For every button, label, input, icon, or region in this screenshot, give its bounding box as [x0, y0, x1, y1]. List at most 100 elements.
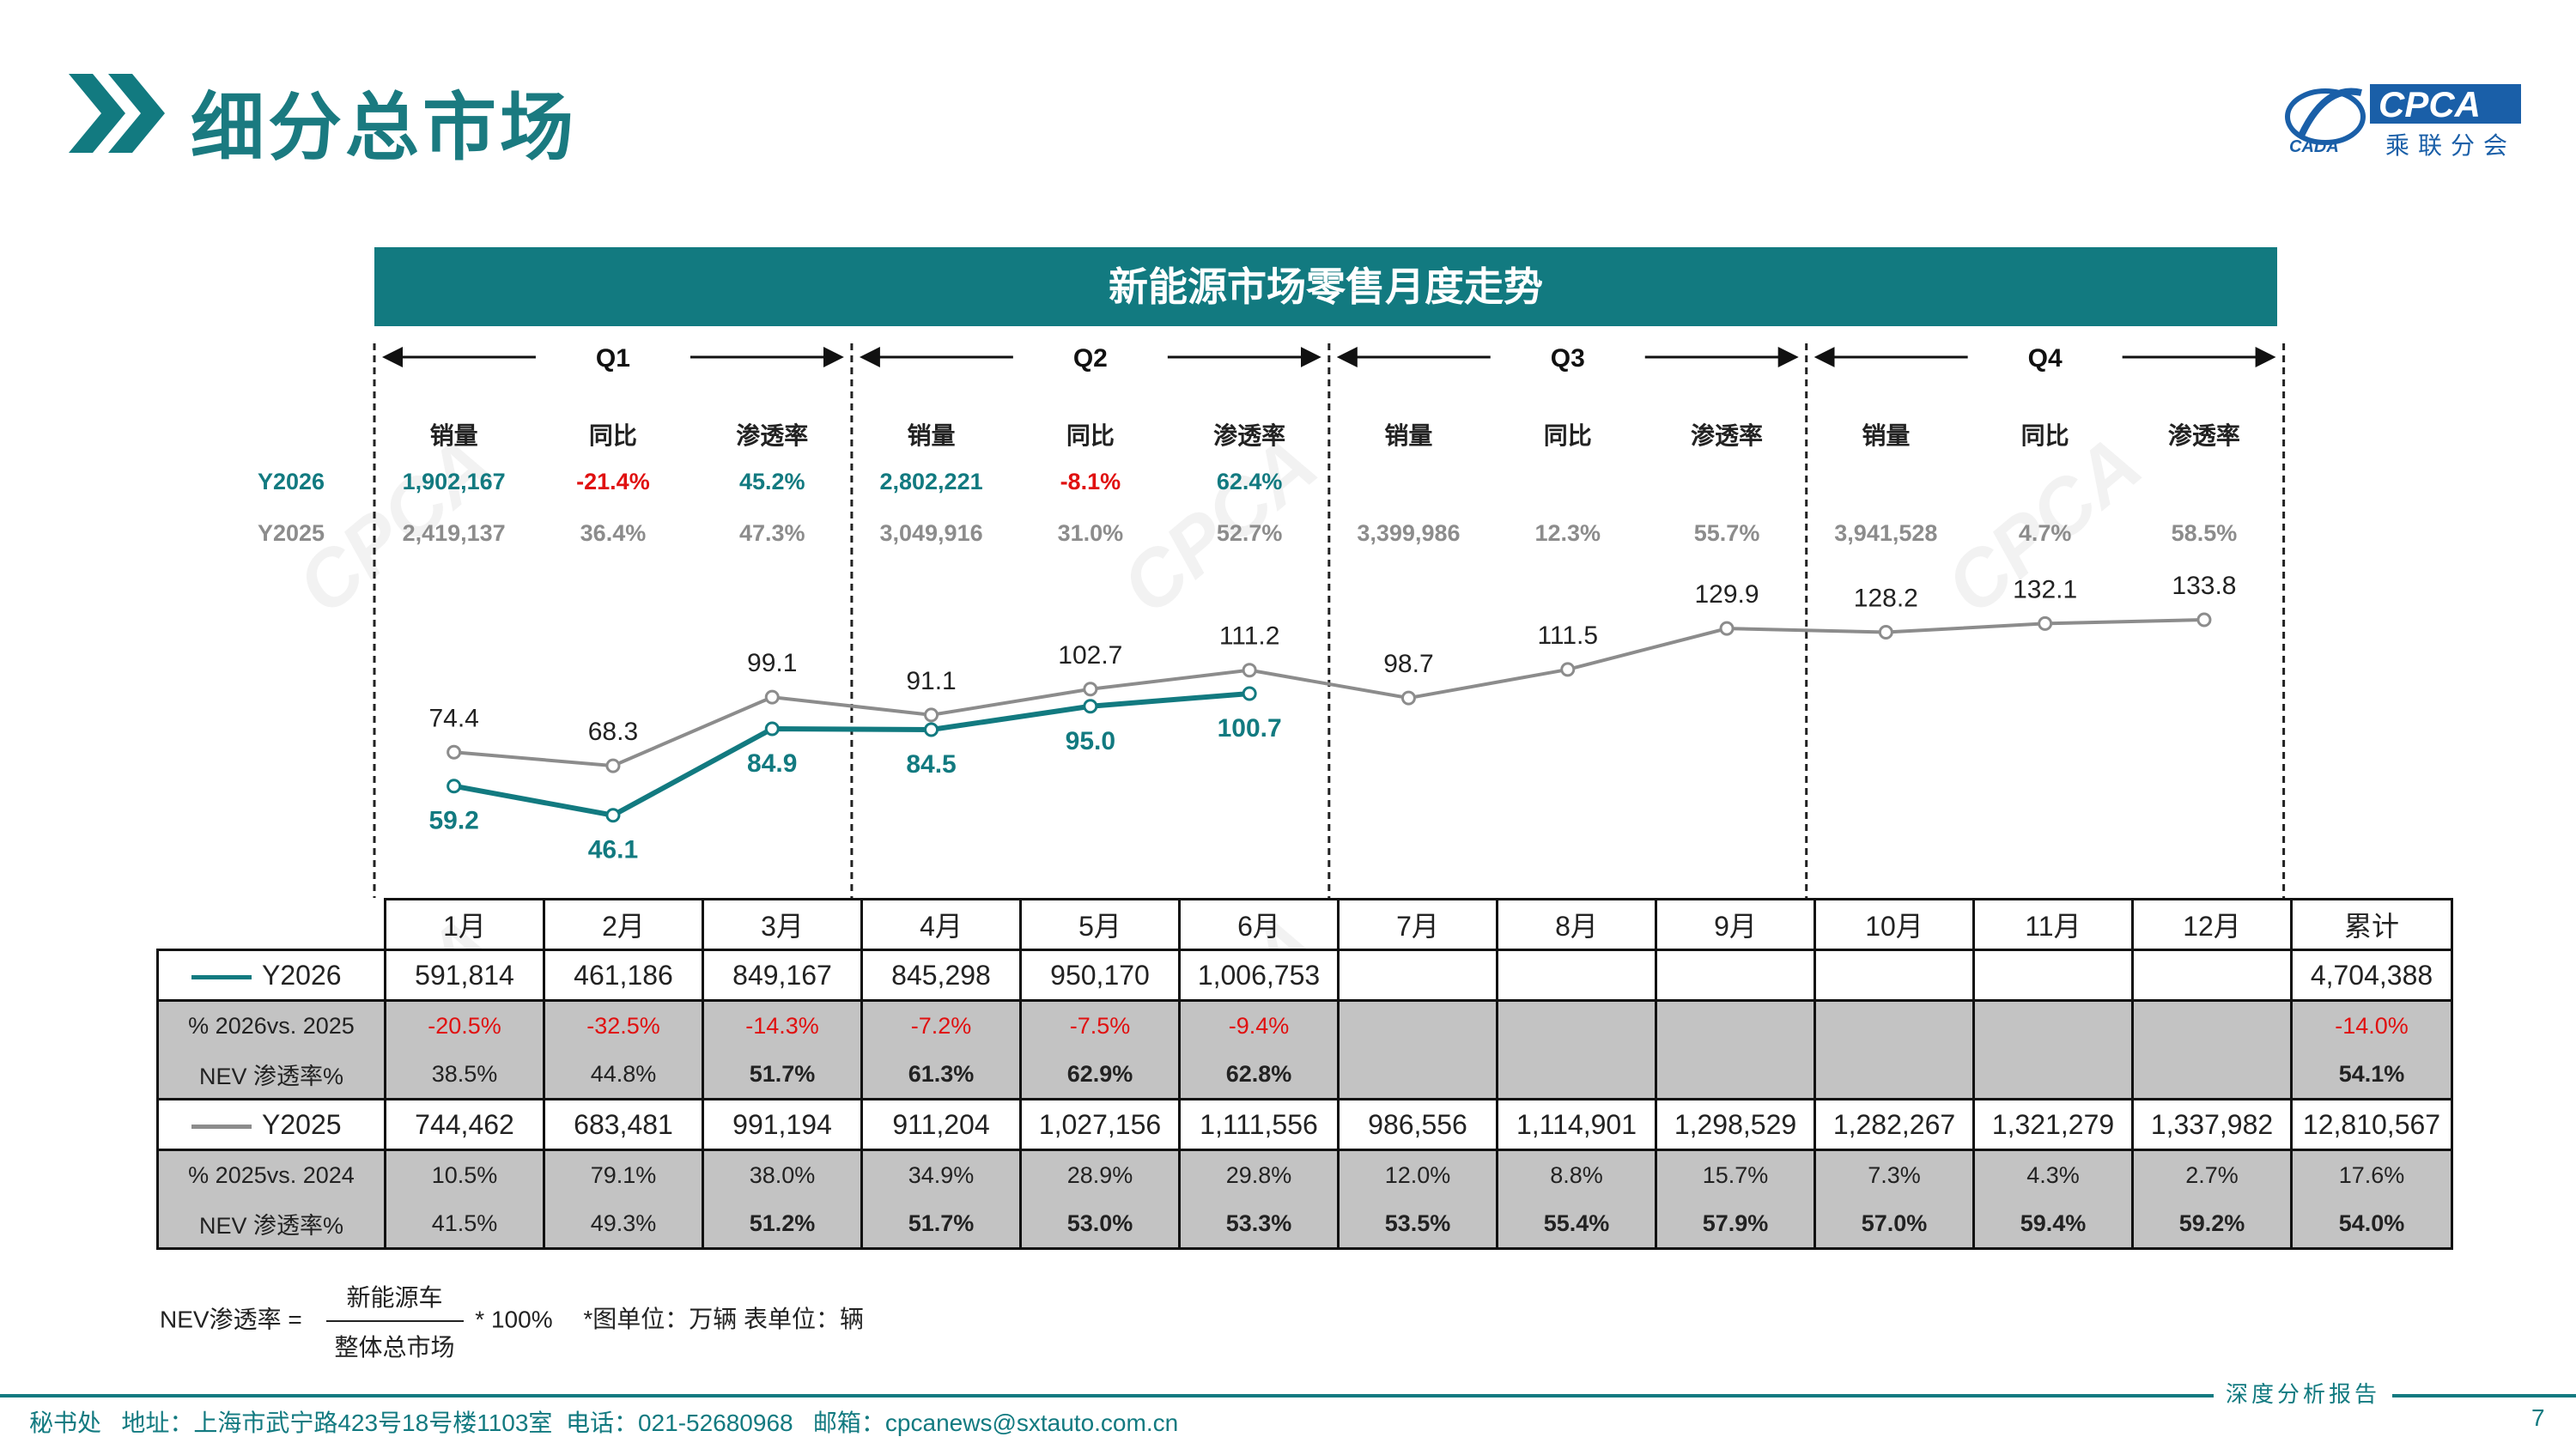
- legend-line-icon: [191, 974, 252, 979]
- table-cell: 12.0%: [1337, 1149, 1498, 1199]
- table-cell: 44.8%: [543, 1050, 704, 1100]
- quarter-label: Q1: [596, 344, 630, 373]
- summary-value: 3,941,528: [1834, 520, 1938, 546]
- table-cell: 991,194: [702, 1098, 863, 1151]
- logo-text: CPCA: [2379, 84, 2482, 124]
- table-row: NEV 渗透率% 38.5% 44.8% 51.7% 61.3% 62.9% 62.8% 54…: [156, 1050, 2453, 1100]
- table-header-cell: 7月: [1337, 898, 1498, 951]
- data-label: 111.5: [1537, 621, 1598, 650]
- table-cell: 2.7%: [2131, 1149, 2293, 1199]
- data-label: 133.8: [2172, 572, 2236, 600]
- quarter-col-header: 渗透率: [736, 422, 809, 449]
- table-cell: [1337, 1000, 1498, 1050]
- data-point: [447, 744, 462, 760]
- data-point: [447, 779, 462, 794]
- data-label: 111.2: [1219, 622, 1280, 651]
- summary-value: 31.0%: [1057, 520, 1124, 546]
- data-point: [605, 808, 621, 823]
- table-cell: 41.5%: [384, 1199, 545, 1250]
- table-row-label: NEV 渗透率%: [156, 1050, 386, 1100]
- table-row: Y2025 744,462 683,481 991,194 911,204 1,027,1…: [156, 1098, 2453, 1151]
- table-cell: [1655, 949, 1816, 1002]
- table-cell: 1,282,267: [1814, 1098, 1975, 1151]
- page-title: 细分总市场: [191, 87, 577, 169]
- row-label-text: Y2026: [262, 959, 342, 991]
- table-cell: -14.3%: [702, 1000, 863, 1050]
- table-cell: 1,006,753: [1178, 949, 1340, 1002]
- data-point: [2038, 615, 2053, 631]
- summary-value: 3,049,916: [879, 520, 983, 546]
- table-cell: 51.7%: [702, 1050, 863, 1100]
- table-cell: [1337, 1050, 1498, 1100]
- table-cell: 744,462: [384, 1098, 545, 1151]
- table-cell: -9.4%: [1178, 1000, 1340, 1050]
- data-point: [1242, 663, 1257, 678]
- data-point: [764, 721, 780, 737]
- data-point: [2196, 612, 2212, 627]
- data-label: 132.1: [2013, 575, 2077, 603]
- table-cell: [1496, 949, 1657, 1002]
- quarter-label: Q3: [1551, 344, 1585, 373]
- table-cell: 591,814: [384, 949, 545, 1002]
- data-label: 100.7: [1218, 714, 1282, 743]
- table-cell: 38.5%: [384, 1050, 545, 1100]
- table-row: Y2026 591,814 461,186 849,167 845,298 950,170…: [156, 949, 2453, 1002]
- table-header-cell: 10月: [1814, 898, 1975, 951]
- table-row-label: Y2026: [156, 949, 386, 1002]
- chevron-icon: [69, 74, 165, 153]
- summary-value: 55.7%: [1693, 520, 1760, 546]
- table-cell: 51.7%: [860, 1199, 1022, 1250]
- table-header-cell: 2月: [543, 898, 704, 951]
- summary-value: 12.3%: [1534, 520, 1601, 546]
- table-cell: [1972, 1000, 2134, 1050]
- data-label: 46.1: [588, 836, 638, 864]
- formula-numerator: 新能源车: [325, 1279, 464, 1322]
- table-row-label: NEV 渗透率%: [156, 1199, 386, 1250]
- data-label: 84.9: [747, 749, 797, 778]
- data-label: 99.1: [747, 649, 797, 677]
- table-cell: [1972, 949, 2134, 1002]
- data-label: 102.7: [1058, 641, 1122, 670]
- table-cell: [1337, 949, 1498, 1002]
- table-header-row: 1月 2月 3月 4月 5月 6月 7月 8月 9月 10月 11月 12月 累计: [158, 898, 2453, 951]
- summary-row-label-y2025: Y2025: [258, 520, 325, 546]
- table-cell: [1496, 1000, 1657, 1050]
- table-row: % 2025vs. 2024 10.5% 79.1% 38.0% 34.9% 28.9% 2…: [156, 1149, 2453, 1199]
- table-cell: [1496, 1050, 1657, 1100]
- table-cell: [2131, 949, 2293, 1002]
- summary-value: -8.1%: [1060, 469, 1121, 494]
- data-label: 98.7: [1383, 650, 1433, 678]
- table-cell: -20.5%: [384, 1000, 545, 1050]
- table-header-cell: 3月: [702, 898, 863, 951]
- table-cell: [2131, 1050, 2293, 1100]
- table-cell: [1655, 1000, 1816, 1050]
- quarter-col-header: 销量: [1862, 422, 1911, 449]
- table-cell: [1655, 1050, 1816, 1100]
- table-cell: -7.2%: [860, 1000, 1022, 1050]
- table-cell: 59.2%: [2131, 1199, 2293, 1250]
- table-cell: -7.5%: [1019, 1000, 1181, 1050]
- formula-denominator: 整体总市场: [334, 1334, 455, 1361]
- table-cell: 461,186: [543, 949, 704, 1002]
- table-cell: 683,481: [543, 1098, 704, 1151]
- table-cell: 1,111,556: [1178, 1098, 1340, 1151]
- table-cell: 53.0%: [1019, 1199, 1181, 1250]
- summary-value: 2,419,137: [402, 520, 506, 546]
- table-row-label: Y2025: [156, 1098, 386, 1151]
- table-header-cell: 1月: [384, 898, 545, 951]
- table-cell: -32.5%: [543, 1000, 704, 1050]
- series-line-y2026: [453, 690, 1250, 818]
- table-cell: 1,114,901: [1496, 1098, 1657, 1151]
- table-cell: 1,337,982: [2131, 1098, 2293, 1151]
- data-point: [1719, 621, 1735, 636]
- table-cell: 10.5%: [384, 1149, 545, 1199]
- formula-factor: * 100%: [475, 1306, 553, 1333]
- table-corner: [158, 900, 386, 950]
- table-cell: 54.0%: [2290, 1199, 2453, 1250]
- data-label: 91.1: [906, 667, 956, 695]
- table-cell: 28.9%: [1019, 1149, 1181, 1199]
- table-cell: 15.7%: [1655, 1149, 1816, 1199]
- table-cell: 986,556: [1337, 1098, 1498, 1151]
- table-cell: 38.0%: [702, 1149, 863, 1199]
